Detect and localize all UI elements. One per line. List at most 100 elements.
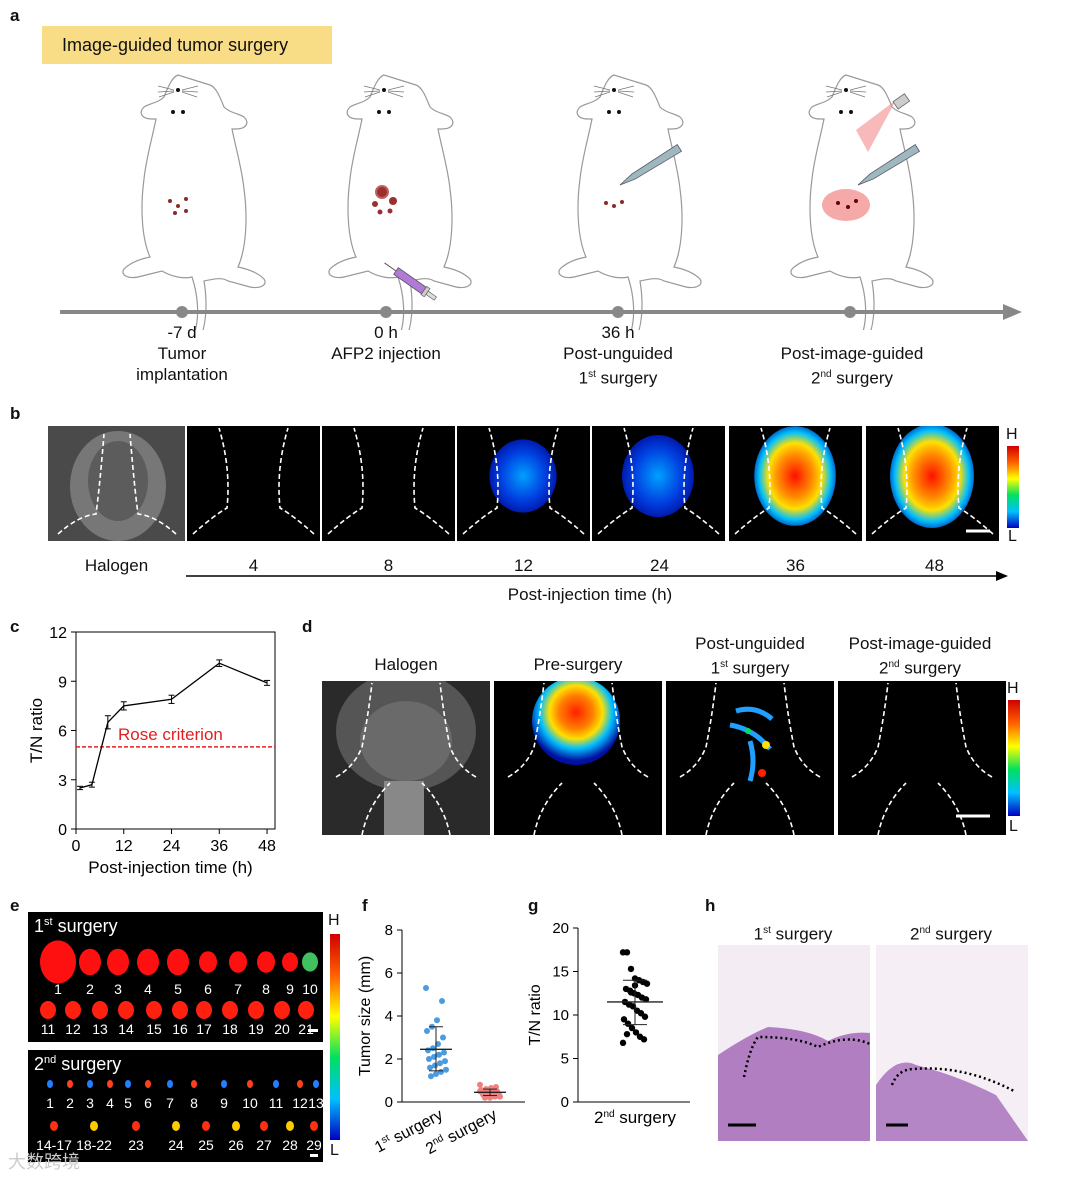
frame-svg [597, 427, 720, 535]
colorbar [1007, 446, 1019, 528]
data-point [442, 1058, 448, 1065]
panel-label-h: h [705, 896, 716, 915]
tumor-blob [107, 948, 129, 976]
e-first-surgery-image: 1st surgery 1 2 3 4 5 6 7 8 9 10 11 12 13 14 15 16 17 18 1… [28, 912, 323, 1042]
tumor-blob [47, 1080, 53, 1088]
tumor-number: 1 [54, 981, 62, 997]
data-point [643, 980, 651, 987]
y-tick-label: 20 [552, 920, 569, 937]
timeline-label: 0 h AFP2 injection [331, 323, 441, 363]
tumor-blob [221, 1080, 227, 1088]
tumor-number: 21 [298, 1021, 314, 1037]
x-tick-label: 24 [163, 838, 181, 855]
time-label: 36 [786, 556, 805, 575]
body-outline [871, 427, 994, 535]
watermark: 大数跨境 [8, 1152, 80, 1172]
d-header: Halogen [374, 655, 438, 674]
mouse-tumor-implantation [122, 74, 266, 330]
panel-label-f: f [362, 896, 368, 915]
y-axis-title: T/N ratio [27, 698, 46, 763]
d-header: Post-image-guided 2nd surgery [848, 634, 992, 678]
tumor-number: 12 [292, 1095, 308, 1111]
tumor-number: 8 [190, 1095, 198, 1111]
tumor-blob [107, 1080, 113, 1088]
tumor-blob [87, 1080, 93, 1088]
colorbar-high-label: H [1007, 680, 1019, 697]
tumor-blob [146, 1001, 162, 1019]
heat-blob [489, 439, 557, 513]
colorbar [330, 934, 340, 1140]
panel-label-b: b [10, 404, 21, 423]
tumor-blob [232, 1121, 240, 1131]
h-left-title: 1st surgery [753, 924, 833, 944]
tumor-blob [297, 1080, 303, 1088]
tumor-blob [167, 1080, 173, 1088]
colorbar-high-label: H [1006, 426, 1018, 443]
y-tick-label: 12 [49, 625, 67, 642]
tumor-blob [118, 1001, 134, 1019]
tumor-blob [132, 1121, 140, 1131]
data-point [441, 1049, 447, 1056]
timeline-dot [612, 306, 624, 318]
category-text: surgery [441, 1107, 500, 1149]
data-point [619, 1039, 627, 1047]
frame-svg [192, 427, 315, 535]
data-point [436, 1051, 442, 1058]
time-label: 4 [248, 556, 259, 575]
y-tick-label: 10 [552, 1007, 569, 1024]
category-sup: nd [603, 1109, 614, 1120]
data-point [437, 1060, 443, 1067]
tumor-blob [167, 948, 189, 976]
tumor-blob [92, 1001, 108, 1019]
tumor-number: 1 [46, 1095, 54, 1111]
category-text: surgery [615, 1108, 677, 1127]
panel-label-e: e [10, 896, 20, 915]
tumor-number: 10 [302, 981, 318, 997]
body-outline [597, 427, 720, 535]
d-header: Post-unguided 1st surgery [695, 634, 805, 678]
time-label: 24 [650, 556, 669, 575]
timeline-dot [380, 306, 392, 318]
tumor-number: 10 [242, 1095, 258, 1111]
tumor-blob [247, 1080, 253, 1088]
data-point [624, 1020, 632, 1027]
body-outline [734, 427, 857, 535]
laser-beam-icon [856, 100, 896, 152]
data-point [424, 1028, 430, 1035]
tumor-blob [40, 1001, 56, 1019]
b-axis-title: Post-injection time (h) [507, 585, 673, 604]
timeline-label: Post-image-guided 2nd surgery [780, 344, 924, 388]
tumor-number: 14-17 [36, 1137, 72, 1153]
tumor-blob [229, 951, 247, 973]
e-first-title: 1st surgery [34, 916, 118, 936]
tumor-blob [40, 940, 76, 984]
x-tick-label: 48 [258, 838, 276, 855]
tumor-number: 23 [128, 1137, 144, 1153]
data-point [620, 1016, 628, 1023]
tumor-number: 13 [308, 1095, 323, 1111]
colorbar-low-label: L [330, 1142, 339, 1159]
y-tick-label: 0 [385, 1094, 393, 1111]
d-header: Pre-surgery [533, 655, 623, 674]
tumor-number: 12 [65, 1021, 81, 1037]
fluorescence-frame [187, 426, 320, 541]
data-point [627, 965, 635, 973]
tumor-blob [273, 1080, 279, 1088]
y-tick-label: 6 [385, 965, 393, 982]
h-histology-second [876, 945, 1028, 1141]
data-point [627, 989, 635, 996]
halogen-image [48, 426, 185, 541]
mouse-schematics [60, 74, 1022, 330]
tumor-number: 7 [166, 1095, 174, 1111]
body-outline [192, 427, 315, 535]
data-point [623, 1030, 631, 1038]
mouse-image-guided-surgery [790, 74, 934, 330]
x-axis-title: Post-injection time (h) [88, 858, 252, 877]
tumor-number: 26 [228, 1137, 244, 1153]
timeline-label: -7 d Tumor implantation [136, 323, 228, 384]
time-label: 12 [514, 556, 533, 575]
timeline-arrowhead [1003, 304, 1022, 320]
data-point [640, 1036, 648, 1043]
y-tick-label: 6 [58, 724, 67, 741]
